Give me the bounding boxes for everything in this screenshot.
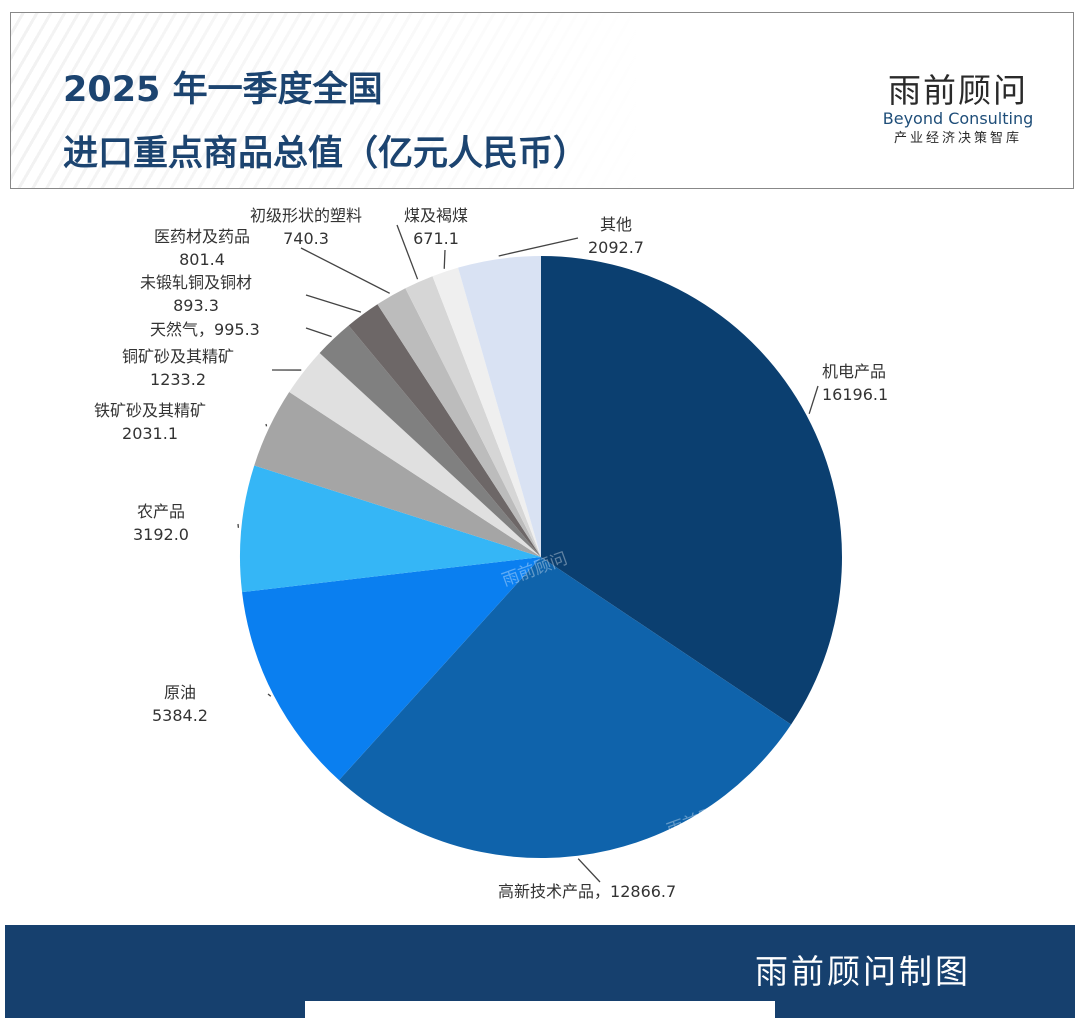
leader-line <box>265 423 268 427</box>
leader-line <box>396 224 419 280</box>
slice-label-name: 医药材及药品 <box>154 227 251 246</box>
header-background <box>11 13 1073 188</box>
leader-line <box>808 385 819 415</box>
slice-label: 机电产品 16196.1 <box>822 360 888 406</box>
separator: ， <box>198 320 215 339</box>
slice-label-name: 机电产品 <box>822 362 887 381</box>
slice-label: 铁矿砂及其精矿 2031.1 <box>94 399 206 445</box>
slice-label-name: 原油 <box>163 683 196 702</box>
slice-label: 原油 5384.2 <box>152 681 208 727</box>
footer-gap <box>305 1001 775 1018</box>
pie-slice <box>432 267 541 557</box>
leader-line <box>577 858 601 883</box>
chart-title-line2: 进口重点商品总值（亿元人民币） <box>63 134 589 174</box>
slice-label-name: 初级形状的塑料 <box>250 206 363 225</box>
slice-label-name: 农产品 <box>136 502 185 521</box>
pie-slice <box>254 392 541 557</box>
slice-label-name: 其他 <box>599 215 632 234</box>
slice-label-name: 天然气 <box>150 320 199 339</box>
slice-label-value: 3192.0 <box>133 525 189 544</box>
brand-logo: 雨前顾问 Beyond Consulting 产业经济决策智库 <box>873 73 1043 149</box>
logo-sub: 产业经济决策智库 <box>893 131 1022 146</box>
slice-label-name: 煤及褐煤 <box>404 206 469 225</box>
slice-label-name: 未锻轧铜及铜材 <box>140 273 253 292</box>
slice-label-value: 1233.2 <box>150 370 206 389</box>
chart-title-line1: 2025 年一季度全国 <box>63 70 383 110</box>
header-box: 2025 年一季度全国 进口重点商品总值（亿元人民币） 雨前顾问 Beyond … <box>10 12 1074 189</box>
slice-label-value: 740.3 <box>283 229 329 248</box>
pie-slice <box>319 325 541 557</box>
slice-label-value: 2092.7 <box>588 238 644 257</box>
slice-label: 铜矿砂及其精矿 1233.2 <box>122 345 234 391</box>
pie-slice <box>377 288 541 557</box>
pie-slice <box>458 256 541 557</box>
pie-slice <box>242 557 542 781</box>
slice-label-value: 801.4 <box>179 250 225 269</box>
leader-line <box>267 693 272 697</box>
leader-line <box>443 249 446 269</box>
leader-line <box>305 294 362 313</box>
slice-label: 未锻轧铜及铜材 893.3 <box>140 271 252 317</box>
slice-label-name: 铁矿砂及其精矿 <box>94 401 207 420</box>
footer-band: 雨前顾问制图 <box>5 925 1075 1018</box>
leader-line <box>300 247 390 294</box>
slice-label: 农产品 3192.0 <box>133 500 189 546</box>
leader-line <box>305 327 332 338</box>
slice-label-value: 5384.2 <box>152 706 208 725</box>
slice-label: 初级形状的塑料 740.3 <box>250 204 362 250</box>
slice-label-value: 893.3 <box>173 296 219 315</box>
pie-slice <box>240 465 541 593</box>
slice-label-value: 671.1 <box>413 229 459 248</box>
slice-label-name: 铜矿砂及其精矿 <box>122 347 235 366</box>
logo-en: Beyond Consulting <box>882 109 1034 128</box>
slice-label: 其他 2092.7 <box>588 213 644 259</box>
pie-slice <box>339 557 792 859</box>
pie-chart <box>237 224 842 883</box>
slice-label: 煤及褐煤 671.1 <box>404 204 468 250</box>
slice-label-value: 16196.1 <box>822 385 889 404</box>
pie-slice <box>405 276 541 557</box>
leader-line <box>498 237 579 257</box>
separator: ， <box>594 882 611 901</box>
slice-label-name: 高新技术产品 <box>498 882 595 901</box>
slice-label: 医药材及药品 801.4 <box>154 225 250 271</box>
logo-cn: 雨前顾问 <box>888 71 1028 110</box>
pie-slice <box>348 304 541 557</box>
slice-label-value: 995.3 <box>214 320 260 339</box>
pie-slice <box>289 353 541 557</box>
slice-label-value: 2031.1 <box>122 424 178 443</box>
slice-label-value: 12866.7 <box>610 882 677 901</box>
slice-label: 天然气，995.3 <box>150 318 260 341</box>
footer-credit: 雨前顾问制图 <box>755 952 971 991</box>
pie-slice <box>541 256 842 725</box>
slice-label: 高新技术产品，12866.7 <box>498 880 676 903</box>
